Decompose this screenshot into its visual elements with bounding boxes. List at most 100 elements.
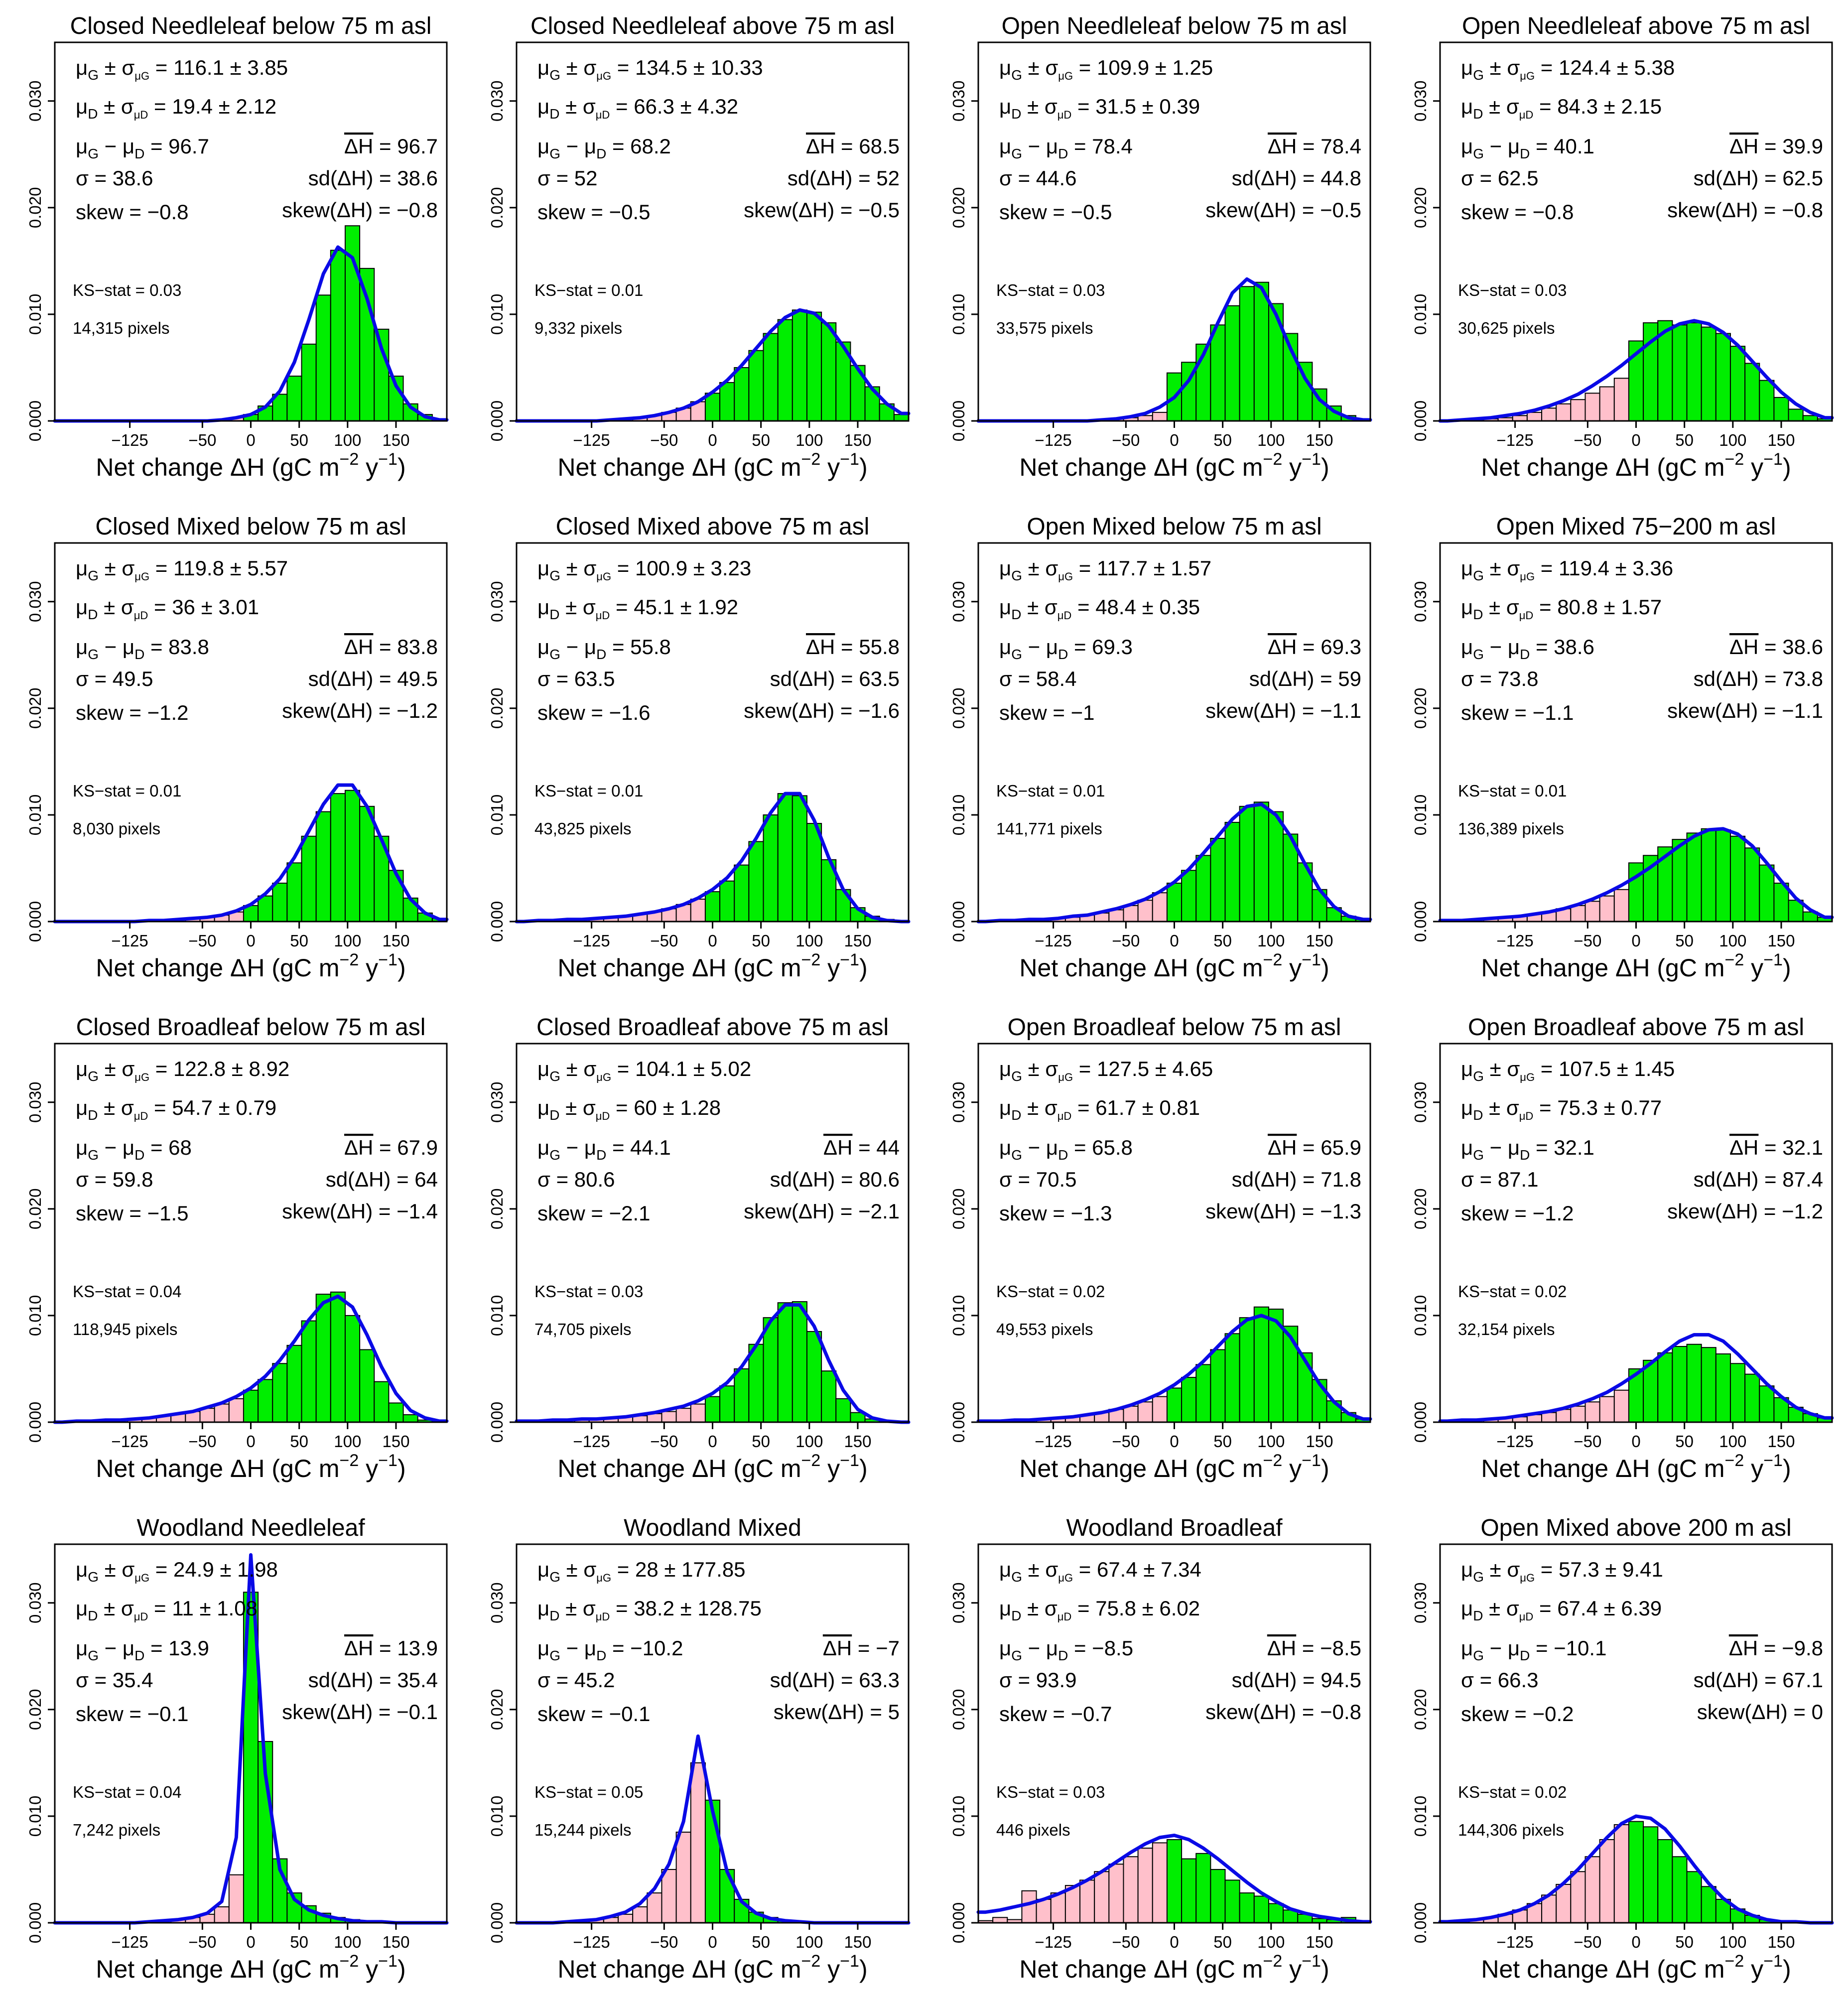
stat-value: ): [859, 453, 868, 481]
pixel-count: 118,945 pixels: [73, 1320, 177, 1338]
histogram-panel: Open Mixed 75−200 m asl 0.000 0.010 0.020 0.…: [1385, 501, 1847, 1001]
histogram-bar: [1672, 1346, 1688, 1423]
histogram-bar: [1123, 905, 1139, 923]
histogram-bar: [1268, 811, 1284, 923]
stat-value: −2: [801, 950, 821, 969]
histogram-bar: [1166, 1387, 1183, 1423]
histogram-bar: [1744, 847, 1760, 922]
histogram-bar: [315, 1294, 331, 1423]
x-tick-label: 100: [1257, 431, 1285, 449]
x-tick-label: 150: [844, 932, 871, 950]
stat-value: −2: [1263, 950, 1283, 969]
stat-value: 73.8: [1498, 667, 1539, 690]
histogram-bar: [1195, 1853, 1211, 1924]
stat-value: ): [397, 1455, 406, 1482]
stat-value: Net change ΔH (gC m: [557, 954, 801, 982]
chart-title: Closed Needleleaf above 75 m asl: [530, 13, 895, 39]
stat-value: 60: [634, 1096, 657, 1119]
stat-skew-dH: skew(ΔH) = −1.4: [282, 1200, 438, 1223]
stat-muG: μG ± σμG = 127.5 ± 4.65: [999, 1057, 1213, 1084]
stat-value: Net change ΔH (gC m: [96, 453, 339, 481]
histogram-bar: [199, 1408, 215, 1423]
x-tick-label: 100: [1719, 1432, 1746, 1451]
histogram-bar: [719, 382, 735, 421]
stat-muD: μD ± σμD = 31.5 ± 0.39: [999, 95, 1200, 122]
stat-skew: skew = −0.7: [999, 1702, 1112, 1726]
histogram-bar: [1108, 1864, 1124, 1924]
stat-value: 0.03: [611, 1282, 643, 1301]
stat-skew: skew = −0.8: [1461, 200, 1574, 224]
stat-value: −0.1: [147, 1702, 189, 1726]
x-tick-label: 150: [382, 1933, 409, 1951]
stat-value: Net change ΔH (gC m: [1019, 1955, 1263, 1983]
stat-muG: μG ± σμG = 107.5 ± 1.45: [1461, 1057, 1675, 1084]
stat-value: 69.3: [1320, 635, 1361, 659]
y-tick-label: 0.030: [949, 80, 968, 122]
y-tick-label: 0.020: [488, 688, 506, 729]
stat-sigma: σ = 44.6: [999, 166, 1077, 190]
stat-sigma: σ = 66.3: [1461, 1668, 1539, 1692]
stat-skew-dH: skew(ΔH) = −2.1: [744, 1200, 900, 1223]
stat-value: Net change ΔH (gC m: [1481, 954, 1724, 982]
stat-value: −0.8: [1533, 200, 1574, 224]
stat-muD: μD ± σμD = 38.2 ± 128.75: [537, 1597, 762, 1623]
histogram-chart: Open Mixed above 200 m asl 0.000 0.010 0.02…: [1411, 1515, 1834, 1983]
histogram-bar: [704, 1396, 721, 1423]
ks-stat: KS−stat = 0.03: [534, 1282, 643, 1301]
stat-value: 0.05: [611, 1783, 643, 1801]
x-tick-label: 100: [1257, 932, 1285, 950]
x-axis-label: Net change ΔH (gC m−2 y−1): [1019, 450, 1329, 481]
histogram-bar: [1570, 905, 1586, 923]
histogram-panel: Open Broadleaf below 75 m asl 0.000 0.010 0…: [924, 1001, 1385, 1502]
stat-mean-dH: ΔH = 83.8: [344, 635, 438, 659]
stat-value: 68.5: [859, 134, 900, 158]
stat-value: 49.5: [397, 667, 438, 690]
ks-stat: KS−stat = 0.03: [73, 281, 181, 299]
histogram-bar: [719, 1869, 735, 1924]
stat-value: −1.2: [1533, 1202, 1574, 1225]
stat-value: ): [1321, 1955, 1329, 1983]
stat-value: 68.2: [630, 134, 671, 158]
stat-value: 0.01: [611, 782, 643, 800]
y-tick-label: 0.000: [1411, 401, 1430, 442]
stat-muD: μD ± σμD = 61.7 ± 0.81: [999, 1096, 1200, 1123]
histogram-bar: [301, 343, 317, 421]
stat-value: 35.4: [113, 1668, 153, 1692]
histogram-bar: [734, 1368, 750, 1423]
density-curve: [976, 802, 1372, 924]
density-curve: [976, 1833, 1372, 1924]
histogram-panel: Open Broadleaf above 75 m asl 0.000 0.010 0…: [1385, 1001, 1847, 1502]
chart-title: Woodland Mixed: [624, 1515, 801, 1541]
histogram-bar: [359, 1349, 375, 1423]
density-curve: [976, 1314, 1372, 1423]
stat-mean-dH: ΔH = −7: [823, 1636, 900, 1660]
stat-value: 0.03: [1535, 281, 1567, 299]
stat-sd-dH: sd(ΔH) = 71.8: [1232, 1168, 1361, 1191]
histogram-bar: [1181, 1377, 1197, 1423]
histogram-chart: Woodland Mixed 0.000 0.010 0.020 0.030 −125 −5…: [488, 1515, 911, 1983]
stat-value: y: [359, 1455, 378, 1482]
stat-value: 104.1: [635, 1057, 687, 1080]
histogram-bar: [1224, 1333, 1240, 1423]
histogram-bar: [1210, 1349, 1226, 1423]
stat-value: 38.6: [1554, 635, 1594, 659]
stat-value: −2.1: [609, 1202, 651, 1225]
histogram-chart: Closed Mixed above 75 m asl0.0000.0100.0…: [488, 514, 911, 982]
y-tick-label: 0.030: [949, 581, 968, 622]
stat-value: 13.9: [168, 1636, 209, 1660]
stat-value: 0.04: [149, 1282, 181, 1301]
stat-value: 134.5: [635, 56, 687, 79]
stat-muG: μG ± σμG = 116.1 ± 3.85: [76, 56, 288, 83]
x-tick-label: −50: [650, 932, 678, 950]
stat-value: −0.8: [1320, 1700, 1361, 1724]
histogram-bar: [1556, 1883, 1572, 1923]
stat-mean-dH: ΔH = 44: [823, 1136, 900, 1159]
stat-value: 0.03: [1073, 1783, 1105, 1801]
histogram-bar: [1599, 1839, 1615, 1924]
stat-value: 1.57: [1171, 556, 1211, 580]
y-tick-label: 0.000: [949, 401, 968, 442]
x-tick-label: −50: [650, 1933, 678, 1951]
stat-value: 117.7: [1097, 556, 1148, 580]
x-tick-label: −125: [1035, 932, 1071, 950]
stat-value: y: [1282, 954, 1302, 982]
